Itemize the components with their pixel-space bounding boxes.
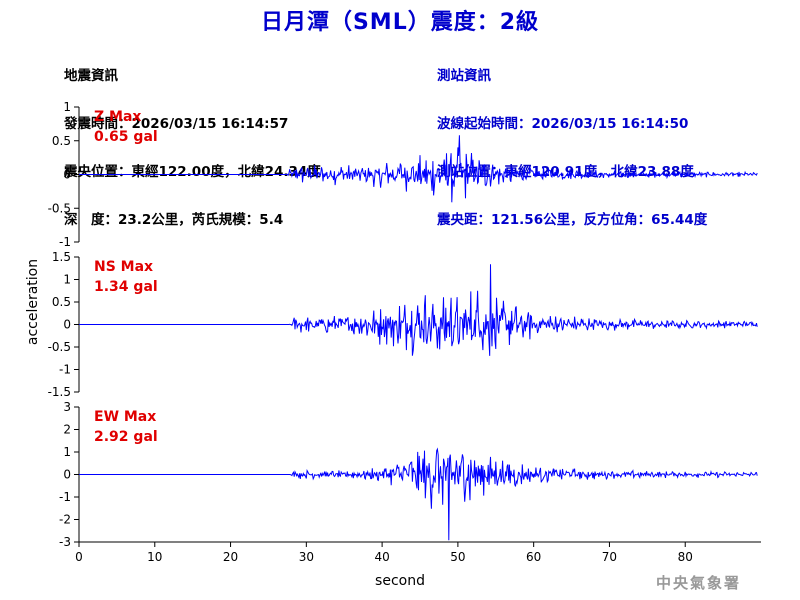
y-tick-label: 1.5 <box>52 250 71 264</box>
max-label-ew: EW Max <box>94 409 156 425</box>
y-tick-label: 0.5 <box>52 134 71 148</box>
y-tick-label: 0.5 <box>52 295 71 309</box>
y-tick-label: 1 <box>63 273 71 287</box>
y-tick-label: 0 <box>63 168 71 182</box>
x-tick-label: 60 <box>526 550 541 564</box>
station-info-block: 測站資訊 波線起始時間：2026/03/15 16:14:50 測站位置：東經1… <box>437 36 707 244</box>
y-tick-label: 0 <box>63 468 71 482</box>
y-tick-label: -1 <box>59 235 71 249</box>
y-tick-label: -1 <box>59 490 71 504</box>
max-value-ew: 2.92 gal <box>94 429 158 445</box>
y-tick-label: 3 <box>63 400 71 414</box>
station-info-heading: 測站資訊 <box>437 68 491 84</box>
y-tick-label: 0 <box>63 318 71 332</box>
y-tick-label: -1.5 <box>48 385 71 399</box>
origin-time: 發震時間：2026/03/15 16:14:57 <box>64 116 289 132</box>
wave-start-time: 波線起始時間：2026/03/15 16:14:50 <box>437 116 689 132</box>
y-tick-label: -0.5 <box>48 340 71 354</box>
x-tick-label: 70 <box>602 550 617 564</box>
epicenter-location: 震央位置：東經122.00度，北緯24.34度 <box>64 164 321 180</box>
waveform-ns <box>79 264 758 356</box>
x-tick-label: 30 <box>299 550 314 564</box>
y-tick-label: -1 <box>59 363 71 377</box>
x-tick-label: 10 <box>147 550 162 564</box>
y-tick-label: -2 <box>59 513 71 527</box>
waveform-z <box>79 135 758 203</box>
waveform-ew <box>79 447 758 541</box>
earthquake-info-heading: 地震資訊 <box>64 68 118 84</box>
y-axis-title: acceleration <box>25 259 41 345</box>
watermark: 中央氣象署 <box>656 574 742 592</box>
x-tick-label: 40 <box>374 550 389 564</box>
y-tick-label: -0.5 <box>48 201 71 215</box>
x-tick-label: 50 <box>450 550 465 564</box>
max-label-z: Z Max <box>94 109 141 125</box>
earthquake-info-block: 地震資訊 發震時間：2026/03/15 16:14:57 震央位置：東經122… <box>64 36 321 244</box>
panel-z: -1 -0.5 0 0.5 1 Z Max 0.65 gal <box>48 100 758 249</box>
x-tick-label: 80 <box>678 550 693 564</box>
max-label-ns: NS Max <box>94 259 153 275</box>
max-value-ns: 1.34 gal <box>94 279 158 295</box>
y-tick-label: 1 <box>63 100 71 114</box>
x-axis-title: second <box>375 573 425 589</box>
x-tick-label: 0 <box>75 550 83 564</box>
distance-azimuth: 震央距：121.56公里，反方位角：65.44度 <box>437 212 708 228</box>
y-tick-label: 2 <box>63 423 71 437</box>
max-value-z: 0.65 gal <box>94 129 158 145</box>
panel-ns: -1.5 -1 -0.5 0 0.5 1 1.5 NS Max 1.34 gal <box>48 250 758 399</box>
depth-magnitude: 深 度：23.2公里，芮氏規模：5.4 <box>64 212 284 228</box>
panel-ew: -3 -2 -1 0 1 2 3 EW Max 2.92 gal <box>59 400 758 549</box>
x-tick-label: 20 <box>223 550 238 564</box>
y-tick-label: 1 <box>63 445 71 459</box>
chart-title: 日月潭（SML）震度：2級 <box>260 10 540 35</box>
y-tick-label: -3 <box>59 535 71 549</box>
